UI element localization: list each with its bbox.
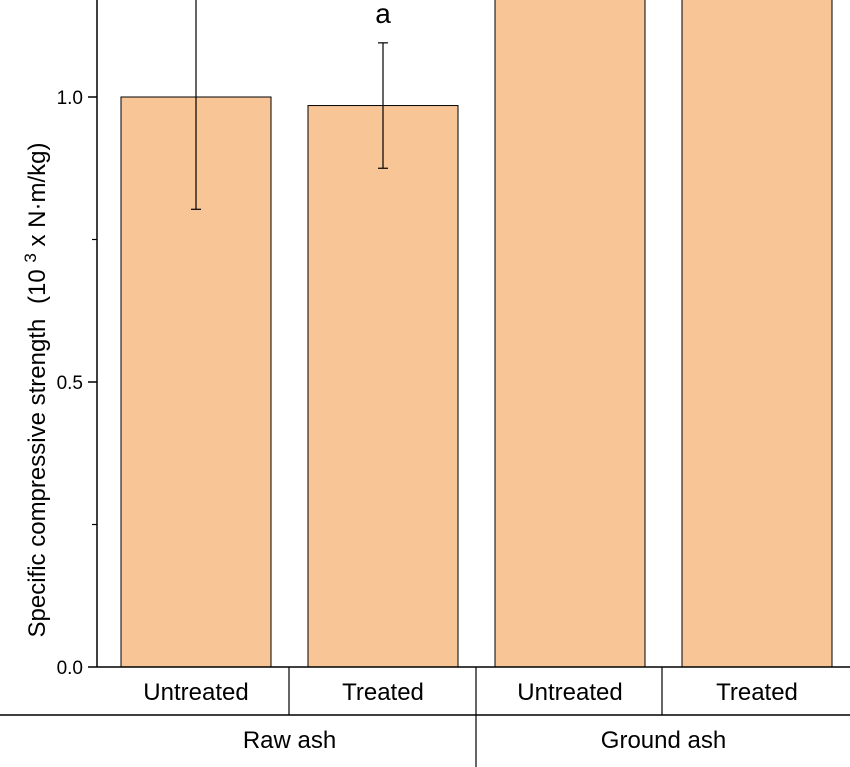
x-group-label: Raw ash	[243, 727, 336, 754]
y-tick-label: 0.0	[57, 658, 83, 679]
significance-label: a	[375, 0, 391, 29]
y-axis-title: Specific compressive strength (10 3 x N·…	[15, 143, 51, 638]
bar	[307, 105, 459, 668]
y-tick-label: 0.5	[57, 373, 83, 394]
x-group-label: Ground ash	[601, 727, 726, 754]
svg-text:Specific compressive strength: Specific compressive strength (10 3 x N·…	[15, 143, 51, 638]
y-axis-title-unit-rest: x N·m/kg)	[24, 143, 51, 247]
y-tick-label: 1.0	[57, 88, 83, 109]
x-category-label: Untreated	[143, 679, 248, 706]
y-axis-title-unit-exp: 3	[21, 253, 40, 262]
x-category-label: Treated	[716, 679, 798, 706]
bar	[681, 0, 833, 668]
y-axis-title-unit-base: (10	[24, 269, 51, 304]
bar	[494, 0, 646, 668]
y-axis-title-main: Specific compressive strength	[24, 319, 51, 638]
x-category-label: Treated	[342, 679, 424, 706]
x-category-label: Untreated	[517, 679, 622, 706]
